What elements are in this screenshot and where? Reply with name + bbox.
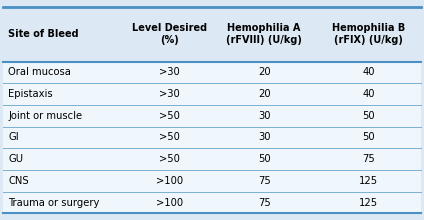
Text: >30: >30 (159, 68, 180, 77)
Text: 50: 50 (362, 111, 375, 121)
Text: Site of Bleed: Site of Bleed (8, 29, 79, 39)
Text: Epistaxis: Epistaxis (8, 89, 53, 99)
Text: 20: 20 (258, 68, 271, 77)
Text: 125: 125 (359, 176, 378, 186)
Text: Oral mucosa: Oral mucosa (8, 68, 71, 77)
Text: 75: 75 (258, 176, 271, 186)
Text: >30: >30 (159, 89, 180, 99)
Text: >50: >50 (159, 111, 180, 121)
Bar (3, 127, 421, 148)
Text: Level Desired
(%): Level Desired (%) (132, 23, 207, 45)
Text: >100: >100 (156, 176, 183, 186)
Text: 30: 30 (258, 132, 271, 143)
Text: 75: 75 (258, 198, 271, 207)
Bar (3, 83, 421, 105)
Text: >100: >100 (156, 198, 183, 207)
Text: Joint or muscle: Joint or muscle (8, 111, 83, 121)
Bar (3, 62, 421, 83)
Text: 50: 50 (362, 132, 375, 143)
Bar (3, 170, 421, 192)
Bar (3, 192, 421, 213)
Text: >50: >50 (159, 132, 180, 143)
Text: 125: 125 (359, 198, 378, 207)
Text: CNS: CNS (8, 176, 29, 186)
Text: >50: >50 (159, 154, 180, 164)
Text: GU: GU (8, 154, 24, 164)
Text: 40: 40 (362, 68, 375, 77)
Text: 20: 20 (258, 89, 271, 99)
Text: 75: 75 (362, 154, 375, 164)
Text: 50: 50 (258, 154, 271, 164)
Bar (3, 105, 421, 127)
Text: Trauma or surgery: Trauma or surgery (8, 198, 100, 207)
Text: 40: 40 (362, 89, 375, 99)
Text: Hemophilia B
(rFIX) (U/kg): Hemophilia B (rFIX) (U/kg) (332, 23, 405, 45)
Bar (3, 7, 421, 62)
Bar (3, 148, 421, 170)
Text: GI: GI (8, 132, 19, 143)
Text: 30: 30 (258, 111, 271, 121)
Text: Hemophilia A
(rFVIII) (U/kg): Hemophilia A (rFVIII) (U/kg) (226, 23, 302, 45)
